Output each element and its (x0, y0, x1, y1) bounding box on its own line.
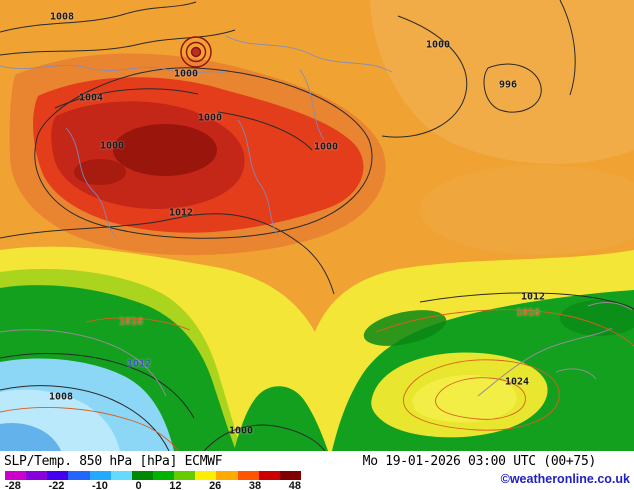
footer-bar: SLP/Temp. 850 hPa [hPa] ECMWF -28 -22 -10 0… (0, 451, 634, 490)
legend-color-segment (26, 471, 48, 480)
border-lines (0, 35, 393, 239)
legend-color-segment (195, 471, 217, 480)
light-orange-region (370, 0, 634, 164)
temperature-legend: -28 -22 -10 0 12 26 38 48 (5, 471, 301, 490)
legend-bar (5, 471, 301, 480)
legend-color-segment (174, 471, 196, 480)
legend-tick: 0 (135, 480, 142, 490)
legend-color-segment (110, 471, 132, 480)
contour-label: 1008 (49, 11, 75, 23)
contour-label: 1004 (78, 92, 104, 104)
legend-color-segment (47, 471, 69, 480)
legend-tick: -10 (92, 480, 108, 490)
legend-tick: -28 (5, 480, 21, 490)
hottest-core (113, 124, 217, 176)
copyright-link[interactable]: ©weatheronline.co.uk (500, 472, 630, 486)
legend-color-segment (258, 471, 280, 480)
dark-green-patch (363, 310, 447, 346)
contour-label: 1012 (168, 207, 194, 219)
contour-label: 1000 (228, 425, 254, 437)
isotherm-lines (0, 309, 634, 451)
legend-color-segment (68, 471, 90, 480)
map-caption: SLP/Temp. 850 hPa [hPa] ECMWF (4, 454, 223, 469)
legend-tick: -22 (48, 480, 65, 490)
contour-label: 1024 (504, 376, 530, 388)
contour-label: 1016 (118, 316, 144, 328)
weather-map: 1008 1004 1000 1000 1000 1000 1000 996 1012 1016 1… (0, 0, 634, 451)
cold-blue-corner (0, 422, 61, 451)
legend-color-segment (216, 471, 238, 480)
coastline-lines (0, 302, 633, 397)
isobar-lines (0, 0, 634, 451)
legend-tick: 38 (248, 480, 262, 490)
dark-green-patch-2 (560, 300, 634, 336)
contour-label: 1000 (313, 141, 339, 153)
contour-label: 1008 (48, 391, 74, 403)
contour-label: 1000 (173, 68, 199, 80)
legend-color-segment (89, 471, 111, 480)
legend-ticks: -28 -22 -10 0 12 26 38 48 (5, 480, 301, 490)
map-canvas (0, 0, 634, 451)
contour-label: 996 (498, 79, 518, 91)
legend-color-segment (131, 471, 153, 480)
contour-label: 1012 (520, 291, 546, 303)
legend-tick: 12 (169, 480, 182, 490)
legend-color-segment (237, 471, 259, 480)
legend-color-segment (5, 471, 27, 480)
contour-label: 1016 (515, 307, 541, 319)
legend-tick: 48 (288, 480, 301, 490)
contour-label: 1000 (425, 39, 451, 51)
forecast-datetime: Mo 19-01-2026 03:00 UTC (00+75) (362, 454, 597, 469)
hot-core-2 (74, 159, 126, 185)
contour-label: 1000 (99, 140, 125, 152)
contour-label: 1012 (126, 358, 152, 370)
orange-patch (420, 165, 634, 255)
cyclone-icon (180, 36, 212, 68)
legend-tick: 26 (209, 480, 222, 490)
contour-label: 1000 (197, 112, 223, 124)
warm-blob-core (412, 374, 517, 423)
legend-color-segment (152, 471, 175, 480)
legend-color-segment (279, 471, 301, 480)
